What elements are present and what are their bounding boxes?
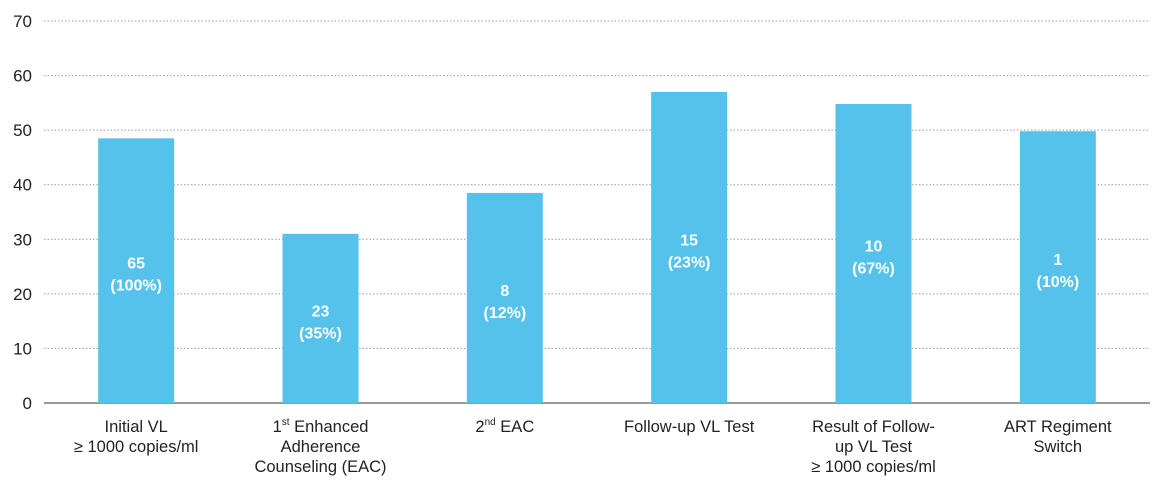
y-tick-label: 0 [23,394,32,413]
bars [98,91,1096,404]
data-label: 65 (100%) [110,256,162,295]
bar [651,91,728,403]
bar [466,192,543,403]
x-category-label: Result of Follow-up VL Test ≥ 1000 copies… [811,418,936,476]
data-label: 10 (67%) [852,238,895,277]
data-label: 1 (10%) [1036,252,1079,291]
x-category-label: 1st Enhanced Adherence Counseling (EAC) [254,417,386,476]
bar [98,138,175,404]
data-label: 23 (35%) [299,303,342,342]
bar [835,103,912,403]
bar [282,233,359,403]
y-tick-label: 30 [13,230,32,249]
axes: 0 10 20 30 40 50 60 70 [13,12,1150,413]
x-category-label: Initial VL ≥ 1000 copies/ml [74,418,199,456]
y-tick-label: 40 [13,176,32,195]
y-tick-label: 50 [13,121,32,140]
x-category-label: Follow-up VL Test [624,418,755,436]
data-labels: 65 (100%) 23 (35%) 8 (12%) 15 (23%) 10 (67%) 1 (10%… [110,232,1079,342]
category-labels: Initial VL ≥ 1000 copies/ml 1st Enhanced Ad… [74,417,1112,476]
y-tick-label: 70 [13,12,32,31]
y-tick-label: 10 [13,339,32,358]
x-category-label: 2nd EAC [475,417,534,436]
gridlines [44,20,1150,349]
x-category-label: ART Regiment Switch [1004,418,1112,456]
bar [1019,131,1096,403]
y-tick-label: 60 [13,67,32,86]
data-label: 8 (12%) [483,283,526,322]
y-tick-label: 20 [13,285,32,304]
data-label: 15 (23%) [668,232,711,271]
